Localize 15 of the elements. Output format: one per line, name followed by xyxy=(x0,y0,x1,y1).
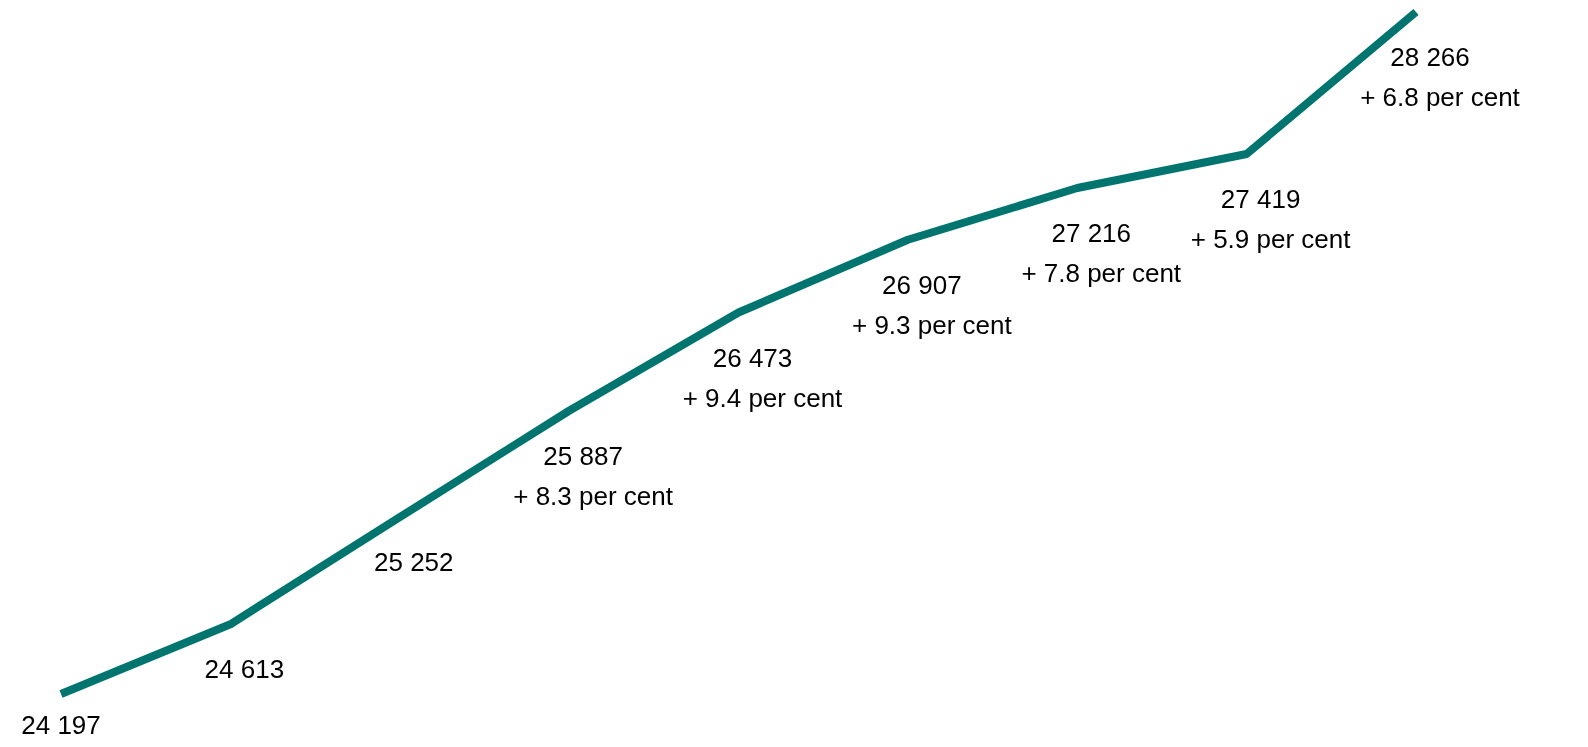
annotation: + 7.8 per cent xyxy=(1021,257,1182,288)
annotation: + 9.4 per cent xyxy=(682,382,844,413)
annotation: + 6.8 per cent xyxy=(1360,82,1521,112)
data-label: 28 266 xyxy=(1390,42,1470,72)
data-label: 24 197 xyxy=(21,710,101,740)
data-label: 24 613 xyxy=(204,654,285,685)
data-label: 27 419 xyxy=(1220,183,1301,214)
annotation: + 5.9 per cent xyxy=(1190,223,1352,254)
annotation: + 9.3 per cent xyxy=(852,309,1013,340)
data-label: 26 907 xyxy=(882,269,962,300)
data-label: 25 887 xyxy=(543,440,623,471)
annotation: + 8.3 per cent xyxy=(513,480,674,511)
data-label: 25 252 xyxy=(373,547,454,578)
data-label: 26 473 xyxy=(712,342,793,373)
data-label: 27 216 xyxy=(1051,217,1132,248)
